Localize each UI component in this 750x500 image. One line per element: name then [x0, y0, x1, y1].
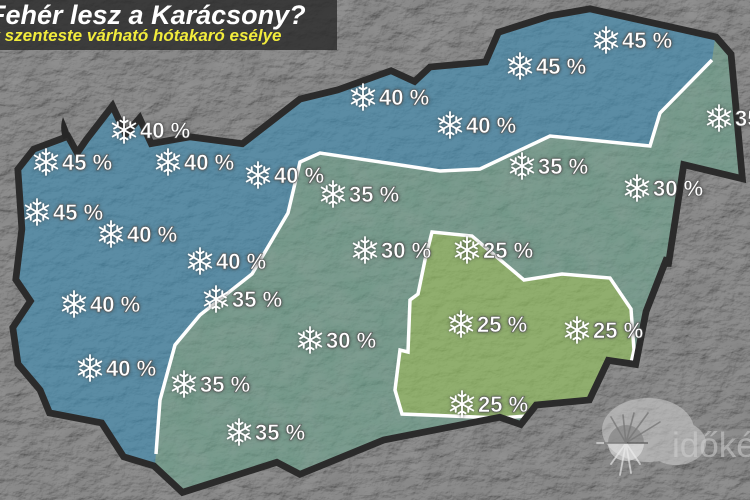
svg-text:40 %: 40 %: [90, 292, 140, 317]
svg-text:35 %: 35 %: [735, 106, 750, 131]
svg-text:40 %: 40 %: [127, 222, 177, 247]
svg-text:30 %: 30 %: [653, 176, 703, 201]
svg-text:45 %: 45 %: [622, 28, 672, 53]
svg-text:25 %: 25 %: [478, 392, 528, 417]
svg-text:40 %: 40 %: [184, 150, 234, 175]
svg-text:35 %: 35 %: [232, 287, 282, 312]
svg-text:Karácsony szenteste várható hó: Karácsony szenteste várható hótakaró esé…: [0, 26, 282, 45]
svg-text:időké: időké: [672, 426, 750, 465]
svg-text:35 %: 35 %: [255, 420, 305, 445]
svg-text:30 %: 30 %: [326, 328, 376, 353]
svg-text:35 %: 35 %: [538, 154, 588, 179]
svg-text:40 %: 40 %: [274, 163, 324, 188]
svg-text:40 %: 40 %: [466, 113, 516, 138]
svg-text:45 %: 45 %: [536, 54, 586, 79]
svg-text:40 %: 40 %: [140, 118, 190, 143]
svg-text:45 %: 45 %: [53, 200, 103, 225]
svg-text:25 %: 25 %: [593, 318, 643, 343]
svg-text:40 %: 40 %: [379, 85, 429, 110]
svg-text:25 %: 25 %: [477, 312, 527, 337]
svg-text:30 %: 30 %: [381, 238, 431, 263]
svg-text:40 %: 40 %: [216, 249, 266, 274]
svg-text:25 %: 25 %: [483, 238, 533, 263]
svg-text:35 %: 35 %: [200, 372, 250, 397]
svg-text:45 %: 45 %: [62, 150, 112, 175]
svg-text:40 %: 40 %: [106, 356, 156, 381]
svg-text:35 %: 35 %: [349, 182, 399, 207]
